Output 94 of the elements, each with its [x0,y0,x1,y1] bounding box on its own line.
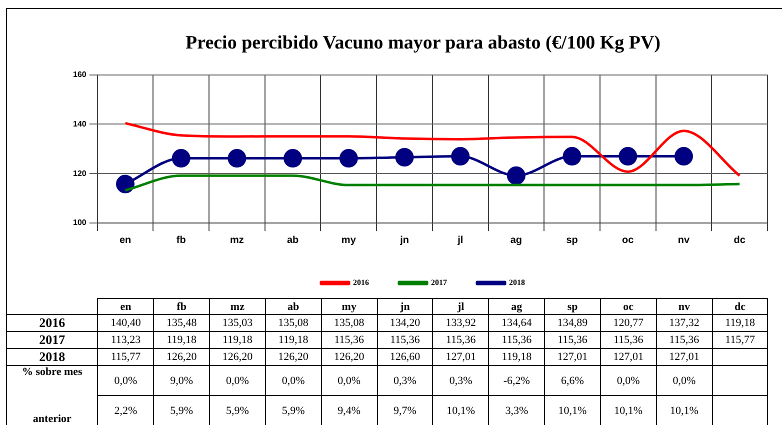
text: 2,2% [98,396,154,425]
text: 5,9% [210,396,266,425]
text: 0,0% [98,366,154,396]
y-tick-label: 160 [72,70,87,80]
data-label: 115,36 [544,332,600,348]
text: 0,0% [321,366,378,396]
x-tick-label: ab [286,234,299,246]
data-label: 120,77 [600,314,656,332]
data-label: 126,20 [321,348,378,366]
data-label: 126,60 [377,348,433,366]
category-label: jn [400,300,410,312]
text: 6,6% [544,366,600,396]
text: 0,3% [377,366,433,396]
category-label: my [342,300,356,312]
text: 10,1% [544,396,600,425]
category-label: dc [734,300,746,312]
data-label: 134,20 [377,314,433,332]
x-tick-label: mz [230,234,244,246]
chart-title: Precio percibido Vacuno mayor para abasto (€/100 Kg PV) [186,32,660,54]
category-label: en [120,300,132,312]
text: 2016 [39,315,66,330]
data-label: 126,20 [265,348,322,366]
category-label: jl [457,300,464,312]
text: 9,4% [321,396,378,425]
category-label: nv [678,300,690,312]
text: 10,1% [600,396,656,425]
data-label: 135,03 [210,314,266,332]
legend-label: 2018 [509,278,525,288]
y-tick-label: 100 [72,218,87,228]
text: 0,3% [432,366,489,396]
text: 0,0% [265,366,322,396]
category-label: oc [623,300,634,312]
text: 3,3% [488,396,545,425]
data-label: 115,36 [656,332,712,348]
text: 5,9% [154,396,210,425]
data-label: 119,18 [265,332,322,348]
data-label: 119,18 [210,332,266,348]
data-label: 115,36 [488,332,545,348]
category-label: sp [567,300,578,312]
text: % sobre mes [6,366,98,396]
data-label: 127,01 [544,348,600,366]
x-tick-label: ag [510,234,522,246]
data-label: 135,08 [321,314,378,332]
data-label: 134,64 [488,314,545,332]
text: 2018 [39,349,66,364]
text: 2017 [39,332,66,347]
data-label: 127,01 [656,348,712,366]
text: 0,0% [600,366,656,396]
text: 0,0% [210,366,266,396]
category-label: fb [176,300,186,312]
data-label: 133,92 [432,314,489,332]
text: 9,7% [377,396,433,425]
data-label: 127,01 [432,348,489,366]
data-label: 119,18 [712,314,768,332]
x-tick-label: nv [678,234,690,246]
x-tick-label: my [341,234,356,246]
data-label: 135,48 [154,314,210,332]
data-label: 115,36 [377,332,433,348]
data-label: 140,40 [98,314,154,332]
x-tick-label: en [119,234,132,246]
x-tick-label: jn [399,234,409,246]
data-label: 115,77 [98,348,154,366]
x-tick-label: sp [566,234,578,246]
text: 0,0% [656,366,712,396]
data-label: 127,01 [600,348,656,366]
text: 10,1% [656,396,712,425]
data-label: 126,20 [210,348,266,366]
text: anterior [6,396,98,425]
legend-label: 2016 [353,278,369,288]
data-label: 115,36 [432,332,489,348]
data-label: 135,08 [265,314,322,332]
x-tick-label: fb [176,234,186,246]
category-label: ab [287,300,300,312]
data-label: 134,89 [544,314,600,332]
data-label: 115,77 [712,332,768,348]
data-label: 115,36 [600,332,656,348]
x-tick-label: jl [456,234,464,246]
legend-label: 2017 [431,278,447,288]
data-label: 119,18 [488,348,545,366]
y-tick-label: 140 [72,119,87,128]
y-tick-label: 120 [72,168,87,178]
data-label: 137,32 [656,314,712,332]
category-label: ag [511,300,522,312]
text: -6,2% [488,366,545,396]
text: 10,1% [432,396,489,425]
data-label: 115,36 [321,332,378,348]
text: 5,9% [265,396,322,425]
text: 9,0% [154,366,210,396]
data-label: 119,18 [154,332,210,348]
data-label: 126,20 [154,348,210,366]
category-label: mz [230,300,244,312]
x-tick-label: dc [734,234,746,246]
data-label: 113,23 [98,332,154,348]
x-tick-label: oc [622,234,634,246]
